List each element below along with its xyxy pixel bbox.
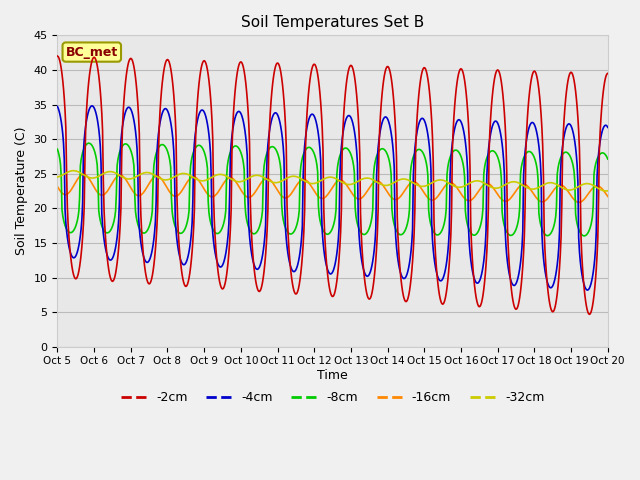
Legend: -2cm, -4cm, -8cm, -16cm, -32cm: -2cm, -4cm, -8cm, -16cm, -32cm	[116, 386, 549, 409]
X-axis label: Time: Time	[317, 369, 348, 382]
Title: Soil Temperatures Set B: Soil Temperatures Set B	[241, 15, 424, 30]
Y-axis label: Soil Temperature (C): Soil Temperature (C)	[15, 127, 28, 255]
Text: BC_met: BC_met	[66, 46, 118, 59]
